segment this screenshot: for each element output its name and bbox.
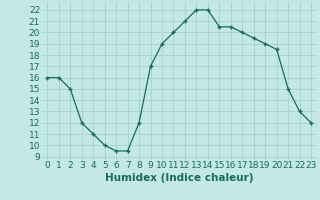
X-axis label: Humidex (Indice chaleur): Humidex (Indice chaleur): [105, 173, 253, 183]
